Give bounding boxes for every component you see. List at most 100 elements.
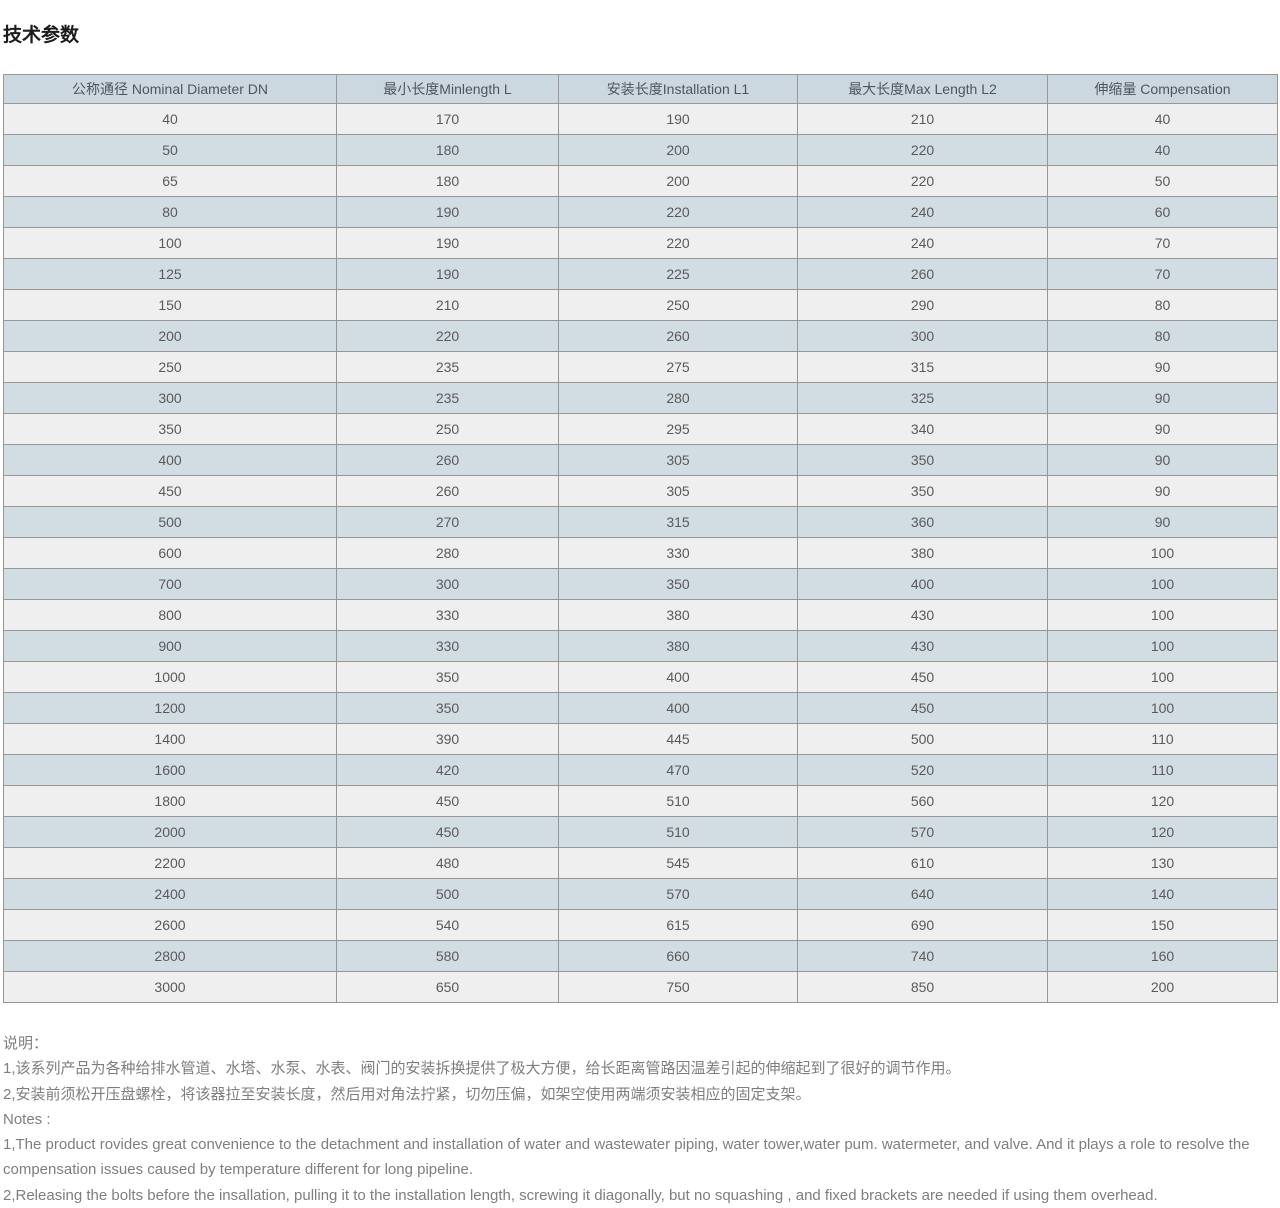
table-cell: 600: [3, 537, 337, 569]
table-row: 2800 580 660 740 160: [3, 940, 1278, 972]
table-cell: 80: [3, 196, 337, 228]
table-cell: 100: [1047, 630, 1278, 662]
table-row: 250 235 275 315 90: [3, 351, 1278, 383]
table-cell: 615: [558, 909, 798, 941]
table-cell: 450: [797, 661, 1048, 693]
table-cell: 220: [558, 227, 798, 259]
table-cell: 350: [558, 568, 798, 600]
table-cell: 1200: [3, 692, 337, 724]
table-row: 300 235 280 325 90: [3, 382, 1278, 414]
table-cell: 250: [3, 351, 337, 383]
table-cell: 100: [3, 227, 337, 259]
table-cell: 2400: [3, 878, 337, 910]
table-cell: 90: [1047, 413, 1278, 445]
table-row: 2400 500 570 640 140: [3, 878, 1278, 910]
table-cell: 510: [558, 785, 798, 817]
table-cell: 510: [558, 816, 798, 848]
table-cell: 400: [797, 568, 1048, 600]
table-cell: 2800: [3, 940, 337, 972]
table-cell: 350: [797, 475, 1048, 507]
table-cell: 190: [336, 258, 559, 290]
table-cell: 90: [1047, 382, 1278, 414]
table-cell: 2600: [3, 909, 337, 941]
table-cell: 500: [336, 878, 559, 910]
table-row: 50 180 200 220 40: [3, 134, 1278, 166]
notes-cn-item-2: 2,安装前须松开压盘螺栓，将该器拉至安装长度，然后用对角法拧紧，切勿压偏，如架空…: [3, 1085, 811, 1103]
table-cell: 280: [558, 382, 798, 414]
table-row: 400 260 305 350 90: [3, 444, 1278, 476]
table-cell: 40: [1047, 134, 1278, 166]
table-cell: 340: [797, 413, 1048, 445]
table-cell: 400: [3, 444, 337, 476]
table-cell: 400: [558, 661, 798, 693]
table-cell: 60: [1047, 196, 1278, 228]
table-cell: 240: [797, 196, 1048, 228]
table-cell: 150: [3, 289, 337, 321]
table-cell: 110: [1047, 754, 1278, 786]
table-cell: 1800: [3, 785, 337, 817]
table-cell: 290: [797, 289, 1048, 321]
table-cell: 330: [336, 630, 559, 662]
table-cell: 545: [558, 847, 798, 879]
table-cell: 450: [336, 816, 559, 848]
table-cell: 50: [1047, 165, 1278, 197]
table-cell: 70: [1047, 227, 1278, 259]
table-cell: 500: [797, 723, 1048, 755]
notes-section: 说明： 1,该系列产品为各种给排水管道、水塔、水泵、水表、阀门的安装拆换提供了极…: [3, 1031, 1277, 1208]
table-cell: 315: [797, 351, 1048, 383]
table-cell: 100: [1047, 661, 1278, 693]
table-cell: 700: [3, 568, 337, 600]
table-cell: 350: [797, 444, 1048, 476]
table-cell: 750: [558, 971, 798, 1003]
table-cell: 40: [3, 103, 337, 135]
table-cell: 260: [558, 320, 798, 352]
table-row: 1000 350 400 450 100: [3, 661, 1278, 693]
table-cell: 3000: [3, 971, 337, 1003]
table-cell: 660: [558, 940, 798, 972]
table-cell: 300: [797, 320, 1048, 352]
table-cell: 800: [3, 599, 337, 631]
table-body: 40 170 190 210 40 50 180 200 220 40 65 180 200 220 50 8…: [3, 103, 1278, 1003]
table-cell: 325: [797, 382, 1048, 414]
table-header-cell: 最小长度Minlength L: [336, 74, 559, 104]
table-cell: 300: [3, 382, 337, 414]
table-row: 600 280 330 380 100: [3, 537, 1278, 569]
notes-cn-item-1: 1,该系列产品为各种给排水管道、水塔、水泵、水表、阀门的安装拆换提供了极大方便，…: [3, 1060, 961, 1078]
table-cell: 260: [797, 258, 1048, 290]
table-cell: 180: [336, 134, 559, 166]
table-cell: 140: [1047, 878, 1278, 910]
table-cell: 275: [558, 351, 798, 383]
table-cell: 270: [336, 506, 559, 538]
table-cell: 330: [336, 599, 559, 631]
table-cell: 260: [336, 444, 559, 476]
table-cell: 125: [3, 258, 337, 290]
table-row: 350 250 295 340 90: [3, 413, 1278, 445]
table-cell: 330: [558, 537, 798, 569]
table-cell: 450: [336, 785, 559, 817]
table-row: 1400 390 445 500 110: [3, 723, 1278, 755]
table-cell: 470: [558, 754, 798, 786]
table-cell: 540: [336, 909, 559, 941]
table-cell: 120: [1047, 785, 1278, 817]
table-cell: 295: [558, 413, 798, 445]
table-row: 2200 480 545 610 130: [3, 847, 1278, 879]
table-cell: 50: [3, 134, 337, 166]
table-row: 80 190 220 240 60: [3, 196, 1278, 228]
table-cell: 190: [336, 196, 559, 228]
table-cell: 610: [797, 847, 1048, 879]
table-header-cell: 公称通径 Nominal Diameter DN: [3, 74, 337, 104]
table-cell: 305: [558, 475, 798, 507]
table-cell: 200: [558, 134, 798, 166]
notes-en-item-2: 2,Releasing the bolts before the insalla…: [3, 1186, 1158, 1204]
table-cell: 220: [336, 320, 559, 352]
table-cell: 100: [1047, 568, 1278, 600]
table-cell: 260: [336, 475, 559, 507]
table-cell: 480: [336, 847, 559, 879]
table-cell: 65: [3, 165, 337, 197]
table-cell: 1600: [3, 754, 337, 786]
table-cell: 650: [336, 971, 559, 1003]
table-cell: 210: [336, 289, 559, 321]
table-cell: 390: [336, 723, 559, 755]
table-cell: 350: [336, 661, 559, 693]
